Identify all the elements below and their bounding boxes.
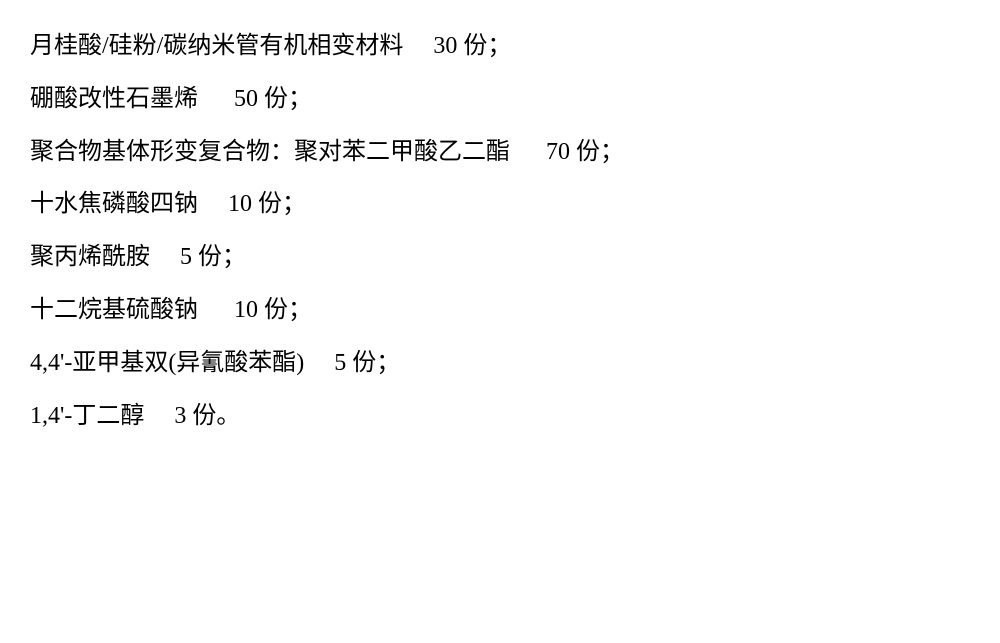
ingredient-line: 十水焦磷酸四钠 10 份； xyxy=(30,178,970,231)
ingredient-line: 硼酸改性石墨烯 50 份； xyxy=(30,73,970,126)
ingredient-line: 聚合物基体形变复合物：聚对苯二甲酸乙二酯 70 份； xyxy=(30,126,970,179)
ingredient-line: 4,4'-亚甲基双(异氰酸苯酯) 5 份； xyxy=(30,337,970,390)
ingredient-line: 聚丙烯酰胺 5 份； xyxy=(30,231,970,284)
ingredient-line: 月桂酸/硅粉/碳纳米管有机相变材料 30 份； xyxy=(30,20,970,73)
ingredient-line: 1,4'-丁二醇 3 份。 xyxy=(30,390,970,443)
ingredient-line: 十二烷基硫酸钠 10 份； xyxy=(30,284,970,337)
